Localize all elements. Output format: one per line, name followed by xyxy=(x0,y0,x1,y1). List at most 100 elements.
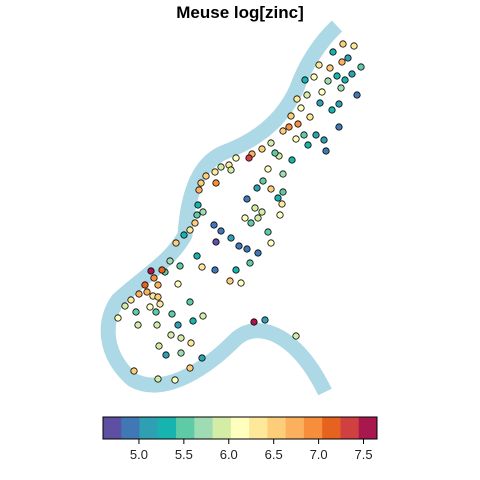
sample-point xyxy=(243,245,251,253)
sample-point xyxy=(324,77,332,85)
sample-point xyxy=(217,227,225,235)
sample-point xyxy=(258,208,266,216)
sample-point xyxy=(267,185,275,193)
sample-point xyxy=(278,200,286,208)
sample-point xyxy=(143,288,151,296)
legend-swatch xyxy=(267,417,287,439)
sample-point xyxy=(186,226,194,234)
sample-point xyxy=(339,40,347,48)
sample-point xyxy=(177,349,185,357)
legend-tick-label: 6.5 xyxy=(265,447,283,462)
sample-point xyxy=(186,298,194,306)
sample-point xyxy=(350,42,358,50)
sample-point xyxy=(134,321,142,329)
sample-point xyxy=(287,112,295,120)
legend-swatch xyxy=(194,417,213,439)
sample-point xyxy=(306,113,314,121)
sample-point xyxy=(304,141,312,149)
sample-points xyxy=(114,40,365,384)
legend-swatch xyxy=(157,417,177,439)
sample-point xyxy=(158,266,166,274)
sample-point xyxy=(176,262,184,270)
sample-point xyxy=(210,221,218,229)
sample-point xyxy=(199,208,207,216)
sample-point xyxy=(274,194,282,202)
sample-point xyxy=(344,54,352,62)
sample-point xyxy=(217,163,225,171)
sample-point xyxy=(300,131,308,139)
sample-point xyxy=(180,231,188,239)
sample-point xyxy=(279,188,287,196)
legend-ticks: 5.0 5.5 6.0 6.5 7.0 7.5 xyxy=(130,439,373,462)
sample-point xyxy=(197,179,205,187)
sample-point xyxy=(232,266,240,274)
sample-point xyxy=(202,172,210,180)
legend-swatch xyxy=(212,417,232,439)
sample-point xyxy=(162,351,170,359)
sample-point xyxy=(235,242,243,250)
sample-point xyxy=(174,321,182,329)
legend-swatch xyxy=(358,417,378,439)
sample-point xyxy=(198,354,206,362)
sample-point xyxy=(237,279,245,287)
legend-swatch xyxy=(230,417,250,439)
sample-point xyxy=(285,123,293,131)
sample-point xyxy=(130,367,138,375)
sample-point xyxy=(276,211,284,219)
sample-point xyxy=(250,318,258,326)
sample-point xyxy=(293,95,301,103)
sample-point xyxy=(333,72,341,80)
sample-point xyxy=(316,99,324,107)
sample-point xyxy=(211,266,219,274)
sample-point xyxy=(212,179,220,187)
sample-point xyxy=(150,274,158,282)
sample-point xyxy=(167,331,175,339)
sample-point xyxy=(243,195,251,203)
legend-tick-label: 7.5 xyxy=(354,447,372,462)
sample-point xyxy=(246,259,254,267)
sample-point xyxy=(152,308,160,316)
sample-point xyxy=(114,314,122,322)
sample-point xyxy=(195,186,203,194)
legend-swatch xyxy=(303,417,323,439)
sample-point xyxy=(127,296,135,304)
sample-point xyxy=(187,339,195,347)
sample-point xyxy=(328,106,336,114)
sample-point xyxy=(329,48,337,56)
sample-point xyxy=(357,63,365,71)
sample-point xyxy=(172,239,180,247)
sample-point xyxy=(338,58,346,66)
sample-point xyxy=(253,184,261,192)
sample-point xyxy=(337,84,345,92)
sample-point xyxy=(147,267,155,275)
sample-point xyxy=(254,249,262,257)
sample-point xyxy=(154,293,162,301)
sample-point xyxy=(264,228,272,236)
sample-point xyxy=(261,316,269,324)
sample-point xyxy=(353,91,361,99)
legend-swatch xyxy=(139,417,159,439)
legend-frame xyxy=(102,416,378,440)
sample-point xyxy=(310,73,318,81)
sample-point xyxy=(247,219,255,227)
sample-point xyxy=(168,310,176,318)
sample-point xyxy=(241,214,249,222)
sample-point xyxy=(258,145,266,153)
sample-point xyxy=(232,154,240,162)
sample-point xyxy=(186,364,194,372)
legend-swatch xyxy=(322,417,341,439)
sample-point xyxy=(226,277,234,285)
sample-point xyxy=(341,76,349,84)
sample-point xyxy=(322,147,330,155)
legend-tick-label: 5.0 xyxy=(130,447,148,462)
color-legend: 5.0 5.5 6.0 6.5 7.0 7.5 xyxy=(102,416,378,462)
legend-colorbar xyxy=(102,416,378,440)
sample-point xyxy=(267,139,275,147)
sample-point xyxy=(146,303,154,311)
sample-point xyxy=(271,149,279,157)
sample-point xyxy=(199,312,207,320)
sample-point xyxy=(348,70,356,78)
sample-point xyxy=(288,156,296,164)
sample-point xyxy=(121,302,129,310)
